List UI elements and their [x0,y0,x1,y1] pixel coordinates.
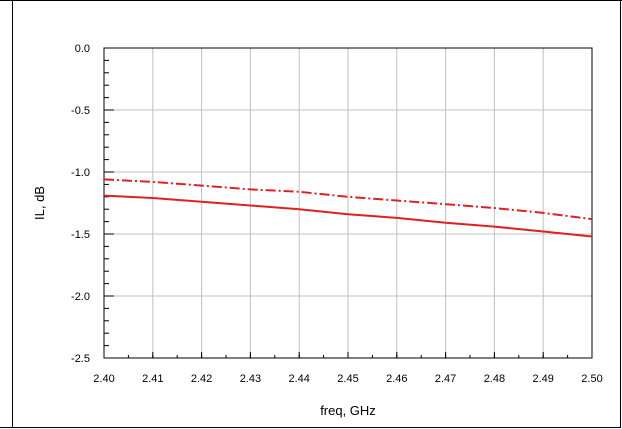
x-tick-label: 2.49 [532,373,553,385]
y-tick-labels: 0.0 -0.5 -1.0 -1.5 -2.0 -2.5 [71,43,90,365]
y-tick-label: -0.5 [71,105,90,117]
y-tick-label: -1.5 [71,229,90,241]
x-tick-label: 2.41 [142,373,163,385]
y-tick-label: -2.0 [71,291,90,303]
x-tick-label: 2.47 [435,373,456,385]
y-tick-label: -2.5 [71,353,90,365]
x-tick-label: 2.46 [386,373,407,385]
x-tick-label: 2.42 [191,373,212,385]
series-line-dashdot [103,178,593,221]
x-tick-label: 2.43 [240,373,261,385]
x-tick-label: 2.50 [581,373,602,385]
series-lines [103,178,593,238]
x-tick-labels: 2.40 2.41 2.42 2.43 2.44 2.45 2.46 2.47 2.48 2.49… [93,373,602,385]
plot-area-border [103,47,593,359]
frame-left-border [12,0,13,428]
y-tick-label: 0.0 [75,43,90,55]
x-axis-label: freq, GHz [320,403,376,418]
x-tick-label: 2.44 [288,373,309,385]
y-tick-label: -1.0 [71,167,90,179]
x-tick-label: 2.40 [93,373,114,385]
x-tick-label: 2.45 [337,373,358,385]
frame-top-border [0,0,622,1]
grid-lines [103,47,593,359]
series-line-solid [103,194,593,238]
x-tick-label: 2.48 [484,373,505,385]
y-axis-label: IL, dB [32,186,47,220]
